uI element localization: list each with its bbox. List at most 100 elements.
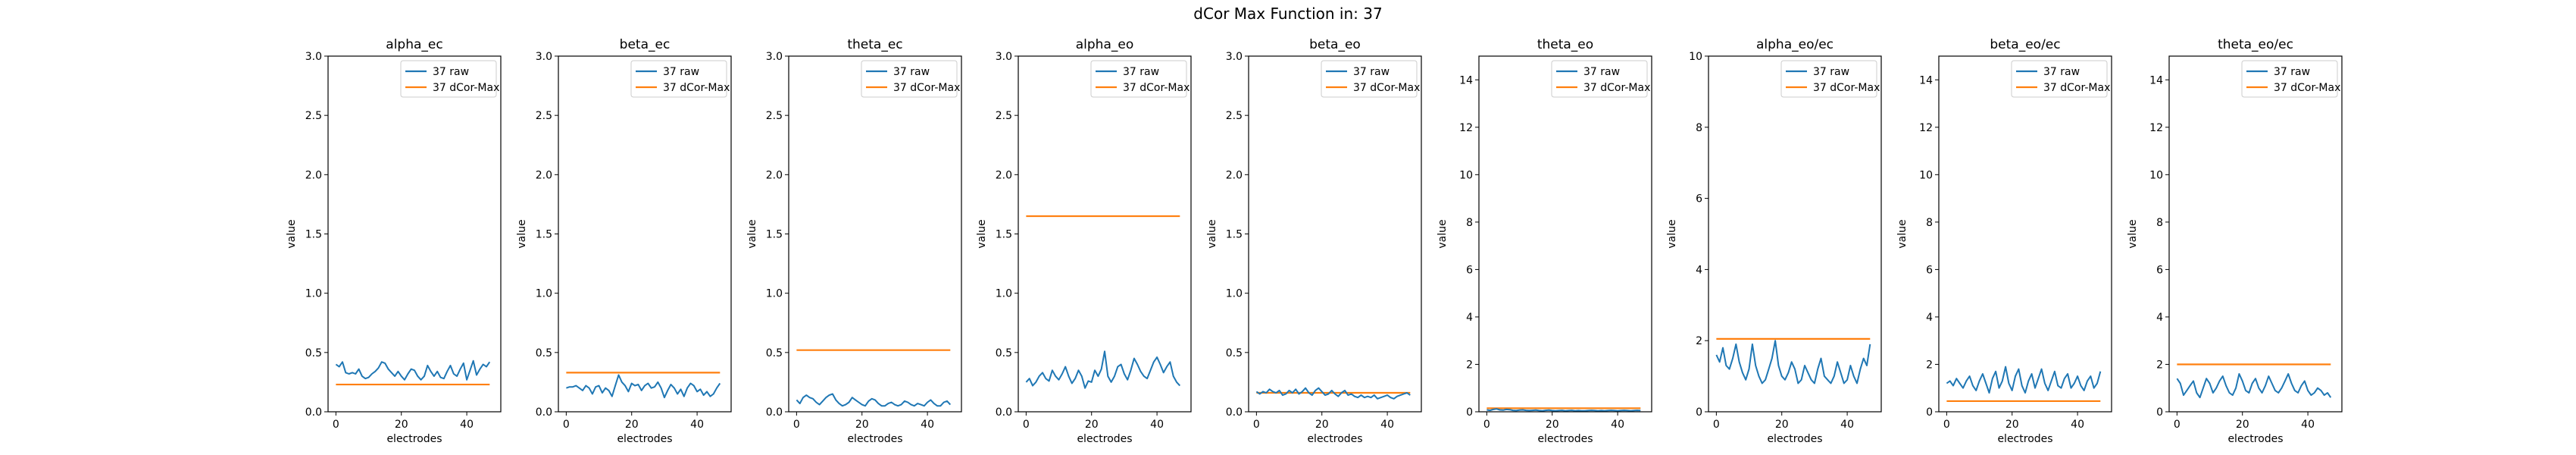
y-tick-label: 4 (2156, 312, 2163, 324)
y-tick-label: 6 (2156, 264, 2163, 276)
raw-series-line (1487, 408, 1641, 412)
legend: 37 raw 37 dCor-Max (861, 60, 960, 98)
x-tick-label: 0 (563, 419, 570, 431)
y-tick-label: 12 (2149, 122, 2163, 134)
x-tick-label: 20 (1085, 419, 1099, 431)
legend: 37 raw 37 dCor-Max (2241, 60, 2340, 98)
y-tick-label: 10 (1919, 169, 1933, 181)
y-tick-label: 10 (1459, 169, 1473, 181)
y-tick-label: 3.0 (766, 51, 783, 63)
raw-series-line (796, 393, 952, 407)
subplot-title: theta_ec (847, 37, 902, 52)
y-tick-label: 1.0 (996, 288, 1012, 300)
axes-frame (2168, 55, 2343, 413)
legend-label: 37 raw (433, 66, 469, 78)
y-tick-label: 2 (1466, 359, 1473, 371)
legend: 37 raw 37 dCor-Max (630, 60, 730, 98)
y-axis-label: value (516, 219, 528, 248)
x-tick-label: 40 (1840, 419, 1854, 431)
x-tick-label: 20 (2236, 419, 2249, 431)
axes-frame (788, 55, 962, 413)
legend-label: 37 raw (2274, 66, 2310, 78)
x-axis-label: electrodes (1077, 433, 1132, 445)
y-tick-label: 2.5 (766, 110, 783, 122)
y-axis-label: value (286, 219, 298, 248)
x-tick-label: 40 (1150, 419, 1164, 431)
y-tick-label: 4 (1466, 312, 1473, 324)
y-tick-label: 0 (2156, 406, 2163, 419)
y-tick-label: 0 (1696, 406, 1702, 419)
subplot-5: beta_eo 0 20 40 0.0 0.5 1.0 1.5 2.0 2.5 3.0 electro… (1206, 37, 1422, 445)
raw-series-line (566, 374, 721, 399)
x-axis-label: electrodes (617, 433, 672, 445)
legend-label: 37 raw (1123, 66, 1159, 78)
y-tick-label: 2.0 (996, 169, 1012, 181)
x-tick-label: 0 (1943, 419, 1950, 431)
y-tick-label: 3.0 (536, 51, 552, 63)
raw-series-line (2176, 373, 2332, 399)
y-tick-label: 1.0 (1226, 288, 1243, 300)
y-tick-label: 0.5 (1226, 347, 1243, 359)
legend-label: 37 dCor-Max (1583, 82, 1650, 94)
y-tick-label: 2 (1926, 359, 1933, 371)
y-tick-label: 1.0 (766, 288, 783, 300)
y-tick-label: 12 (1919, 122, 1933, 134)
x-tick-label: 0 (1483, 419, 1490, 431)
y-tick-label: 0.5 (536, 347, 552, 359)
legend: 37 raw 37 dCor-Max (1321, 60, 1420, 98)
y-tick-label: 1.5 (766, 229, 783, 241)
y-axis-label: value (2127, 219, 2139, 248)
raw-series-line (335, 359, 491, 381)
legend: 37 raw 37 dCor-Max (1090, 60, 1190, 98)
x-tick-label: 40 (1380, 419, 1394, 431)
x-axis-label: electrodes (386, 433, 442, 445)
y-tick-label: 3.0 (305, 51, 322, 63)
x-tick-label: 20 (625, 419, 639, 431)
legend-label: 37 dCor-Max (1813, 82, 1880, 94)
subplot-6: theta_eo 0 20 40 0 2 4 6 8 10 12 14 electrodes value 3… (1436, 37, 1652, 445)
y-tick-label: 8 (1696, 122, 1702, 134)
legend-label: 37 raw (1353, 66, 1390, 78)
legend-label: 37 dCor-Max (1353, 82, 1420, 94)
y-tick-label: 2 (2156, 359, 2163, 371)
x-axis-label: electrodes (1997, 433, 2052, 445)
axes-frame (1938, 55, 2112, 413)
x-tick-label: 0 (1023, 419, 1030, 431)
y-tick-label: 12 (1459, 122, 1473, 134)
y-tick-label: 2.0 (766, 169, 783, 181)
y-tick-label: 1.0 (536, 288, 552, 300)
y-axis-label: value (746, 219, 758, 248)
subplot-title: beta_eo/ec (1990, 37, 2060, 52)
y-tick-label: 8 (2156, 217, 2163, 229)
y-tick-label: 8 (1926, 217, 1933, 229)
y-tick-label: 14 (2149, 74, 2163, 86)
x-tick-label: 20 (395, 419, 408, 431)
y-tick-label: 2.0 (536, 169, 552, 181)
x-tick-label: 40 (2301, 419, 2315, 431)
x-tick-label: 40 (690, 419, 704, 431)
x-tick-label: 20 (1775, 419, 1789, 431)
x-tick-label: 40 (1611, 419, 1624, 431)
subplot-2: beta_ec 0 20 40 0.0 0.5 1.0 1.5 2.0 2.5 3.0 electro… (516, 37, 732, 445)
y-tick-label: 0 (1466, 406, 1473, 419)
subplot-title: theta_eo (1537, 37, 1593, 52)
x-tick-label: 0 (1713, 419, 1720, 431)
legend-label: 37 dCor-Max (663, 82, 730, 94)
y-tick-label: 4 (1696, 264, 1702, 276)
y-tick-label: 2.0 (1226, 169, 1243, 181)
subplot-title: alpha_ec (386, 37, 442, 52)
legend-label: 37 raw (1583, 66, 1620, 78)
axes-frame (1478, 55, 1652, 413)
x-tick-label: 0 (793, 419, 800, 431)
x-axis-label: electrodes (1537, 433, 1593, 445)
y-tick-label: 0.5 (766, 347, 783, 359)
y-tick-label: 1.5 (1226, 229, 1243, 241)
subplot-title: beta_eo (1309, 37, 1361, 52)
y-tick-label: 0.5 (305, 347, 322, 359)
y-tick-label: 1.5 (536, 229, 552, 241)
y-tick-label: 6 (1926, 264, 1933, 276)
subplot-title: alpha_eo (1076, 37, 1133, 52)
y-tick-label: 1.0 (305, 288, 322, 300)
legend: 37 raw 37 dCor-Max (1551, 60, 1650, 98)
figure-title: dCor Max Function in: 37 (1193, 5, 1383, 23)
